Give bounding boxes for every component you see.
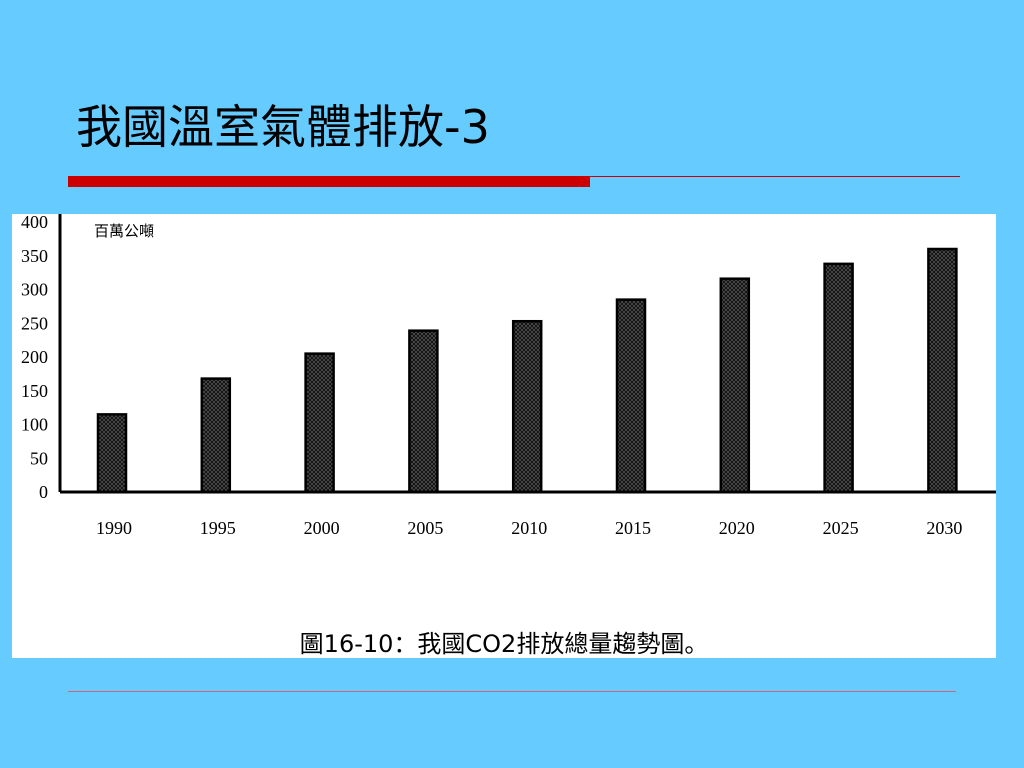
footer-rule: [68, 691, 956, 692]
title-underline-rule: [590, 176, 960, 177]
chart-figure: 0 50 100 150 200 250 300 350 400 1990 1995 2000 200…: [12, 214, 996, 658]
y-unit-label: 百萬公噸: [94, 222, 154, 240]
x-tick-label: 1990: [96, 518, 132, 538]
x-tick-label: 2015: [615, 518, 651, 538]
x-tick-label: 2000: [304, 518, 340, 538]
bar: [719, 277, 751, 494]
bar: [511, 319, 543, 494]
bar: [927, 247, 958, 494]
title-underline-bar: [68, 176, 590, 187]
bar: [615, 298, 647, 494]
x-tick-label: 1995: [200, 518, 236, 538]
bar: [200, 377, 232, 494]
bar: [823, 262, 854, 494]
bar: [408, 329, 439, 494]
slide-title: 我國溫室氣體排放-3: [76, 100, 490, 154]
x-tick-label: 2025: [823, 518, 859, 538]
y-tick-label: 200: [21, 347, 48, 367]
y-tick-label: 0: [39, 482, 48, 502]
y-tick-label: 50: [30, 448, 48, 468]
x-tick-label: 2030: [926, 518, 962, 538]
bar-chart: 0 50 100 150 200 250 300 350 400 1990 1995 2000 200…: [21, 214, 996, 538]
y-tick-label: 100: [21, 415, 48, 435]
x-tick-label: 2020: [719, 518, 755, 538]
bar: [304, 352, 335, 494]
x-tick-label: 2010: [511, 518, 547, 538]
bar: [96, 413, 128, 494]
y-tick-label: 300: [21, 280, 48, 300]
y-tick-label: 150: [21, 381, 48, 401]
y-tick-label: 350: [21, 246, 48, 266]
y-tick-label: 400: [21, 214, 48, 232]
y-tick-label: 250: [21, 313, 48, 333]
x-tick-label: 2005: [407, 518, 443, 538]
figure-caption: 圖16-10：我國CO2排放總量趨勢圖。: [299, 630, 709, 658]
